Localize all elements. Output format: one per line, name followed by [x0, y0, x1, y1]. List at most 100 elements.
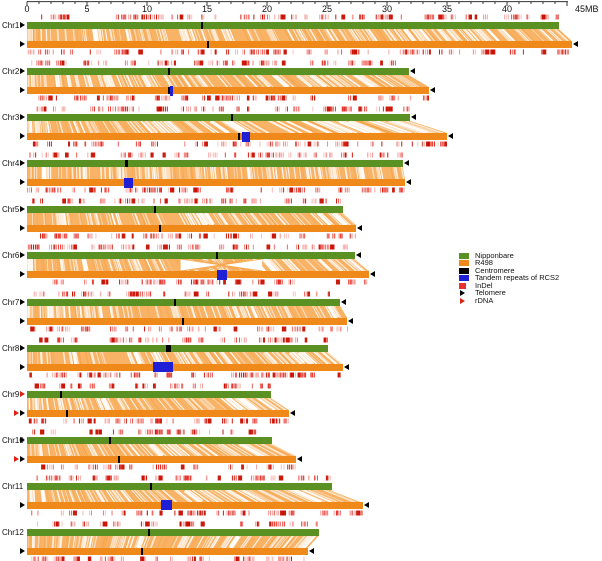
ruler-label: 30 — [381, 4, 392, 14]
r498-bar — [27, 409, 289, 417]
synteny-ribbon — [27, 121, 447, 134]
indel-track-top — [31, 60, 396, 66]
r498-bar — [27, 177, 405, 188]
centromere-mark — [166, 344, 171, 352]
telomere-icon — [20, 22, 25, 28]
indel-track-bottom — [32, 141, 447, 147]
indel-track-top — [29, 152, 403, 158]
indel-track-bottom — [28, 418, 289, 424]
chromosome-label: Chr8 — [2, 343, 20, 353]
ruler-label: 25 — [321, 4, 332, 14]
tandem-repeat-rcs2-mark — [170, 85, 173, 96]
legend-swatch-orange-square — [459, 260, 469, 267]
legend-label: InDel — [475, 280, 493, 290]
telomere-icon — [20, 436, 25, 443]
rdna-icon — [14, 409, 19, 416]
synteny-ribbon — [27, 167, 405, 180]
legend-swatch-black-square — [459, 267, 469, 274]
centromere-mark — [173, 298, 176, 306]
telomere-icon — [341, 298, 347, 305]
telomere-icon — [20, 87, 25, 94]
telomere-icon — [343, 363, 349, 370]
telomere-icon — [20, 501, 25, 508]
centromere-mark — [207, 41, 210, 48]
indel-track-top — [41, 14, 559, 20]
centromere-mark — [238, 133, 241, 141]
indel-track-bottom — [29, 372, 341, 378]
legend-swatch-red-square — [459, 282, 466, 289]
telomere-icon — [20, 344, 25, 351]
telomere-icon — [403, 160, 409, 167]
ruler-label: 40 — [501, 4, 512, 14]
chromosome-label: Chr6 — [2, 251, 20, 261]
ruler-label: 15 — [201, 4, 212, 14]
centromere-mark — [154, 206, 157, 214]
rdna-icon — [20, 390, 25, 397]
synteny-ribbon — [27, 305, 348, 318]
synteny-ribbon — [27, 213, 356, 226]
centromere-mark — [149, 482, 152, 490]
rdna-icon — [14, 455, 19, 462]
indel-track-top — [33, 291, 330, 297]
legend-swatch-black-triangle — [460, 290, 465, 297]
r498-bar — [27, 85, 429, 96]
centromere-mark — [59, 390, 62, 398]
centromere-mark — [159, 225, 162, 233]
telomere-icon — [348, 317, 354, 324]
synteny-ribbon — [27, 443, 296, 456]
indel-track-top — [32, 429, 257, 435]
r498-bar — [27, 317, 348, 325]
synteny-ribbon — [27, 535, 319, 548]
indel-track-top — [37, 521, 318, 527]
ruler-label: 45MB — [575, 4, 599, 14]
telomere-icon — [289, 409, 295, 416]
r498-bar — [27, 41, 572, 48]
indel-track-bottom — [27, 187, 405, 193]
chromosome-label: Chr7 — [2, 297, 20, 307]
legend-label: R498 — [475, 258, 493, 268]
indel-track-bottom — [39, 233, 356, 239]
centromere-mark — [141, 547, 144, 555]
indel-track-bottom — [38, 95, 429, 101]
r498-bar — [27, 131, 447, 142]
telomere-icon — [430, 87, 435, 94]
indel-track-bottom — [52, 279, 368, 285]
nipponbare-bar — [27, 528, 319, 536]
telomere-icon — [20, 225, 25, 232]
telomere-icon — [20, 317, 25, 324]
r498-bar — [27, 547, 308, 555]
synteny-ribbon — [27, 397, 289, 410]
centromere-mark — [124, 160, 129, 168]
chromosome-label: Chr10 — [2, 435, 24, 445]
chromosome-label: Chr5 — [2, 205, 20, 215]
legend-label: Nipponbare — [475, 250, 514, 260]
telomere-icon — [409, 68, 415, 75]
legend-label: Telomere — [475, 288, 506, 298]
chromosome-label: Chr9 — [2, 389, 20, 399]
telomere-icon — [20, 179, 25, 186]
centromere-mark — [181, 317, 184, 325]
r498-bar — [27, 362, 343, 373]
telomere-icon — [20, 160, 25, 167]
legend-label: Centromere — [475, 265, 515, 275]
r498-bar — [27, 269, 369, 280]
nipponbare-bar — [27, 390, 271, 398]
nipponbare-bar — [27, 482, 332, 490]
synteny-ribbon — [27, 259, 369, 272]
chromosome-label: Chr12 — [2, 527, 24, 537]
indel-track-top — [36, 106, 410, 112]
chromosome-label: Chr3 — [2, 113, 20, 123]
legend-swatch-green-square — [459, 252, 469, 259]
centromere-mark — [201, 22, 204, 29]
centromere-mark — [108, 436, 111, 444]
legend-label: rDNA — [475, 296, 494, 306]
nipponbare-bar — [27, 344, 329, 352]
synteny-ribbon — [27, 75, 429, 88]
centromere-mark — [167, 68, 170, 76]
indel-track-top — [31, 198, 341, 204]
scale-ruler — [26, 1, 568, 6]
synteny-ribbon — [27, 29, 572, 41]
nipponbare-bar — [27, 22, 559, 29]
synteny-ribbon — [27, 489, 363, 502]
